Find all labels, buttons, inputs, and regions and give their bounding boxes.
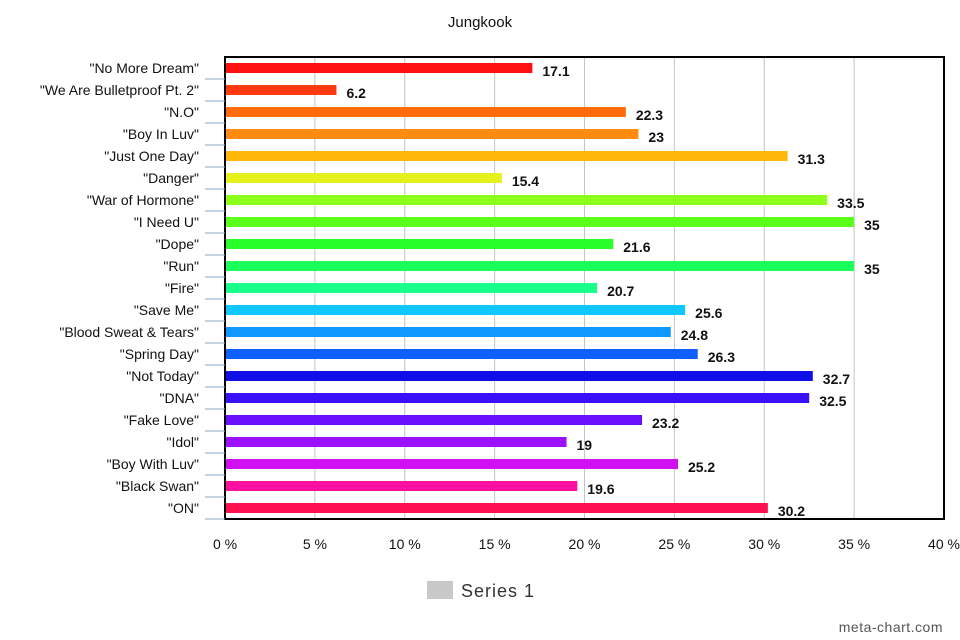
data-label: 35 bbox=[864, 261, 880, 277]
data-label: 6.2 bbox=[346, 85, 366, 101]
bar[interactable] bbox=[225, 393, 810, 403]
bar[interactable] bbox=[225, 63, 533, 73]
data-label: 35 bbox=[864, 217, 880, 233]
category-label: "DNA" bbox=[160, 390, 200, 406]
category-label: "No More Dream" bbox=[89, 60, 199, 76]
data-label: 15.4 bbox=[512, 173, 539, 189]
bar[interactable] bbox=[225, 173, 502, 183]
category-label: "I Need U" bbox=[134, 214, 199, 230]
data-label: 23 bbox=[648, 129, 664, 145]
bar[interactable] bbox=[225, 349, 698, 359]
x-tick-label: 40 % bbox=[928, 536, 960, 552]
data-label: 24.8 bbox=[681, 327, 708, 343]
category-label: "We Are Bulletproof Pt. 2" bbox=[40, 82, 199, 98]
bar[interactable] bbox=[225, 481, 578, 491]
data-label: 25.2 bbox=[688, 459, 715, 475]
category-label: "ON" bbox=[168, 500, 199, 516]
category-label: "Boy In Luv" bbox=[123, 126, 199, 142]
bar[interactable] bbox=[225, 195, 828, 205]
x-tick-label: 30 % bbox=[748, 536, 780, 552]
category-label: "Blood Sweat & Tears" bbox=[59, 324, 199, 340]
credit-text[interactable]: meta-chart.com bbox=[839, 619, 943, 635]
category-label: "Not Today" bbox=[126, 368, 199, 384]
chart-title: Jungkook bbox=[448, 14, 513, 31]
bar[interactable] bbox=[225, 151, 788, 161]
data-label: 21.6 bbox=[623, 239, 650, 255]
category-label: "Run" bbox=[163, 258, 199, 274]
category-label: "Boy With Luv" bbox=[107, 456, 199, 472]
category-label: "Black Swan" bbox=[116, 478, 199, 494]
bar[interactable] bbox=[225, 129, 639, 139]
data-label: 30.2 bbox=[778, 503, 805, 519]
category-label: "Fire" bbox=[165, 280, 199, 296]
data-label: 32.5 bbox=[819, 393, 846, 409]
x-tick-label: 5 % bbox=[303, 536, 327, 552]
data-label: 22.3 bbox=[636, 107, 663, 123]
bar[interactable] bbox=[225, 437, 567, 447]
data-label: 26.3 bbox=[708, 349, 735, 365]
bars bbox=[225, 63, 855, 513]
bar[interactable] bbox=[225, 503, 768, 513]
category-label: "Dope" bbox=[156, 236, 199, 252]
x-tick-label: 35 % bbox=[838, 536, 870, 552]
data-label: 25.6 bbox=[695, 305, 722, 321]
x-tick-label: 15 % bbox=[479, 536, 511, 552]
category-label: "Danger" bbox=[143, 170, 199, 186]
bar[interactable] bbox=[225, 85, 337, 95]
data-label: 31.3 bbox=[798, 151, 825, 167]
legend-swatch bbox=[427, 581, 453, 599]
plot-frame bbox=[224, 56, 945, 520]
bar[interactable] bbox=[225, 371, 813, 381]
bar[interactable] bbox=[225, 261, 855, 271]
x-tick-label: 20 % bbox=[569, 536, 601, 552]
category-label: "Save Me" bbox=[134, 302, 199, 318]
data-label: 19 bbox=[577, 437, 593, 453]
bar[interactable] bbox=[225, 283, 598, 293]
data-label: 23.2 bbox=[652, 415, 679, 431]
bar[interactable] bbox=[225, 327, 671, 337]
x-tick-label: 10 % bbox=[389, 536, 421, 552]
legend-label: Series 1 bbox=[461, 581, 535, 601]
data-label: 33.5 bbox=[837, 195, 864, 211]
bar[interactable] bbox=[225, 107, 626, 117]
category-labels: "No More Dream" "We Are Bulletproof Pt. 2… bbox=[40, 60, 225, 520]
category-label: "Fake Love" bbox=[124, 412, 199, 428]
category-label: "Idol" bbox=[166, 434, 199, 450]
bar[interactable] bbox=[225, 239, 614, 249]
x-axis-ticks: 0 % 5 % 10 % 15 % 20 % 25 % 30 % 35 % 40 % bbox=[213, 536, 960, 552]
data-label: 19.6 bbox=[587, 481, 614, 497]
category-label: "War of Hormone" bbox=[87, 192, 199, 208]
x-tick-label: 25 % bbox=[658, 536, 690, 552]
bar[interactable] bbox=[225, 459, 678, 469]
data-labels: 17.16.222.32331.315.433.53521.63520.725.… bbox=[346, 63, 879, 519]
data-label: 17.1 bbox=[542, 63, 569, 79]
data-label: 32.7 bbox=[823, 371, 850, 387]
bar[interactable] bbox=[225, 217, 855, 227]
category-label: "Spring Day" bbox=[120, 346, 199, 362]
legend[interactable]: Series 1 bbox=[427, 581, 535, 601]
category-label: "N.O" bbox=[164, 104, 199, 120]
category-label: "Just One Day" bbox=[104, 148, 199, 164]
data-label: 20.7 bbox=[607, 283, 634, 299]
bar[interactable] bbox=[225, 305, 686, 315]
bar[interactable] bbox=[225, 415, 643, 425]
x-tick-label: 0 % bbox=[213, 536, 237, 552]
